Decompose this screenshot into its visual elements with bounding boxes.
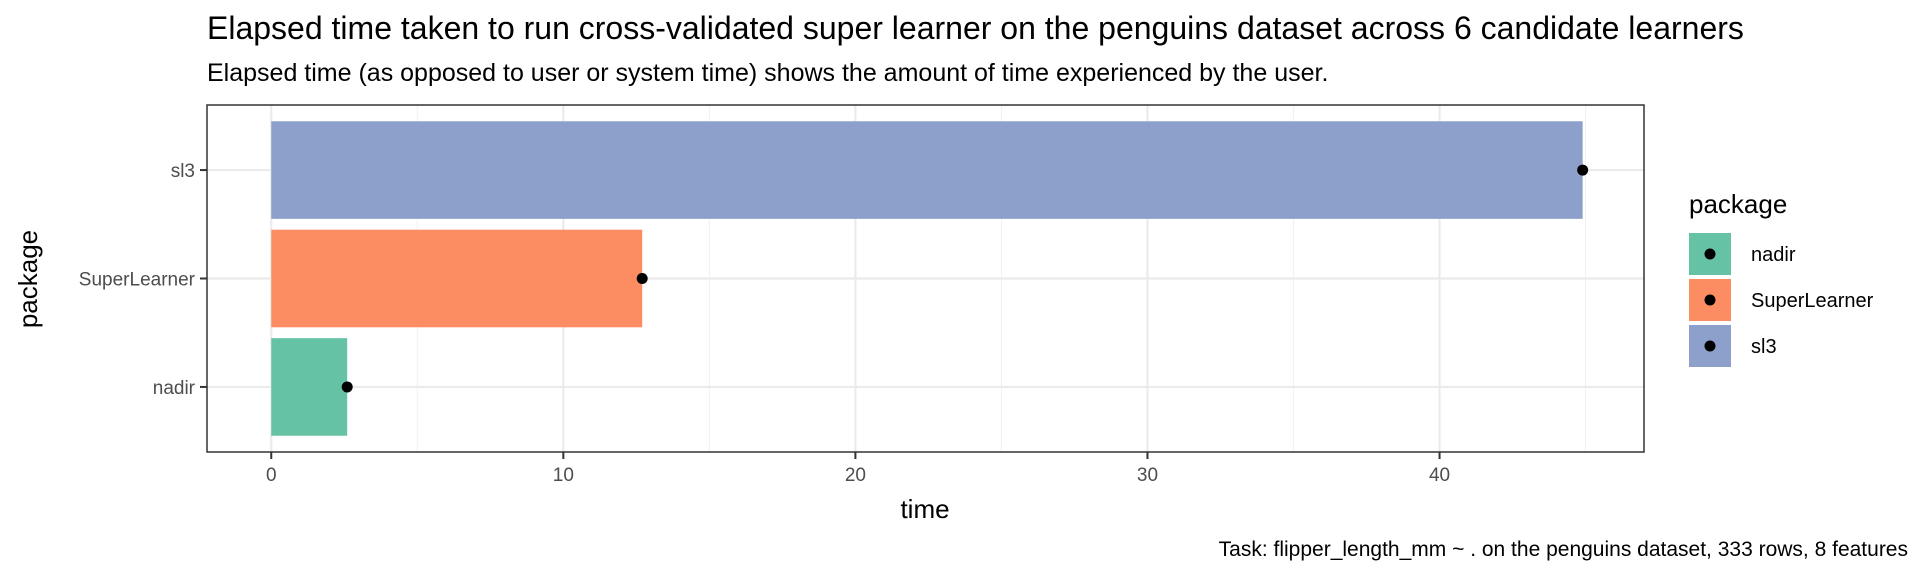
bars <box>271 121 1583 436</box>
legend-key-point <box>1704 340 1716 352</box>
x-tick-label: 30 <box>1137 465 1158 486</box>
x-tick-label: 10 <box>553 465 574 486</box>
legend-label-nadir: nadir <box>1751 244 1796 266</box>
legend-label-superlearner: SuperLearner <box>1751 290 1874 312</box>
point-superlearner <box>636 273 648 284</box>
y-axis-title: package <box>13 230 43 328</box>
legend-title: package <box>1689 189 1787 219</box>
point-nadir <box>341 381 353 393</box>
x-axis-title: time <box>900 494 949 524</box>
bar-nadir <box>271 338 348 436</box>
x-axis: 0 10 20 30 40 <box>266 452 1450 486</box>
legend: package nadir SuperLearner sl3 <box>1689 189 1874 367</box>
legend-key-point <box>1704 294 1716 306</box>
bar-sl3 <box>271 121 1583 219</box>
legend-label-sl3: sl3 <box>1751 336 1777 358</box>
plot-panel <box>206 104 1645 453</box>
legend-entries: nadir SuperLearner sl3 <box>1689 233 1874 367</box>
x-tick-label: 40 <box>1429 465 1450 486</box>
chart-title: Elapsed time taken to run cross-validate… <box>207 10 1744 46</box>
bar-superlearner <box>271 229 643 328</box>
chart-subtitle: Elapsed time (as opposed to user or syst… <box>207 59 1328 87</box>
chart-caption: Task: flipper_length_mm ~ . on the pengu… <box>1219 538 1908 561</box>
point-sl3 <box>1577 164 1589 176</box>
y-axis: nadir SuperLearner sl3 <box>79 161 207 399</box>
y-tick-label-nadir: nadir <box>153 378 196 399</box>
legend-key-point <box>1704 248 1716 260</box>
x-tick-label: 20 <box>845 465 866 486</box>
y-tick-label-sl3: sl3 <box>171 161 195 182</box>
x-tick-label: 0 <box>266 465 277 486</box>
y-tick-label-superlearner: SuperLearner <box>79 270 196 291</box>
points <box>341 164 1589 393</box>
